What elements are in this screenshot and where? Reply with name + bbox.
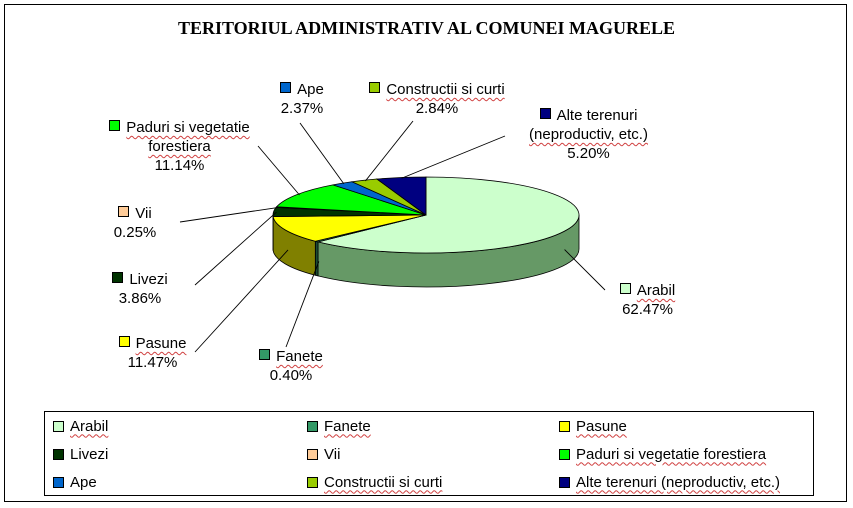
legend-swatch — [53, 448, 64, 460]
leader-line-6 — [299, 122, 345, 185]
legend-item-arabil: Arabil — [45, 412, 299, 440]
vii-swatch — [118, 206, 130, 217]
legend-item-paduri: Paduri si vegetatie forestiera — [551, 440, 813, 468]
label-vii-pct: 0.25% — [113, 224, 157, 241]
legend-label: Constructii si curti — [324, 473, 443, 491]
label-alte-name2: (neproductiv, etc.) — [529, 126, 648, 143]
label-ape-pct: 2.37% — [280, 100, 324, 117]
legend-item-vii: Vii — [299, 440, 551, 468]
pie-slice-2 — [272, 214, 427, 242]
legend-swatch — [559, 420, 570, 432]
label-fanete-pct: 0.40% — [269, 367, 313, 384]
label-alte-pct: 5.20% — [567, 145, 610, 162]
alte-swatch — [539, 108, 551, 119]
legend-label: Arabil — [70, 417, 109, 435]
label-constructii-pct: 2.84% — [415, 100, 459, 117]
label-constructii: Constructii si curti 2.84% — [352, 80, 522, 118]
legend-swatch — [53, 420, 64, 432]
legend-swatch — [559, 448, 570, 460]
leader-line-7 — [365, 120, 414, 182]
leader-line-5 — [257, 145, 300, 196]
legend-item-livezi: Livezi — [45, 440, 299, 468]
legend-label: Fanete — [324, 417, 371, 435]
pie-slice-8 — [375, 176, 427, 216]
legend-item-alte: Alte terenuri (neproductiv, etc.) — [551, 468, 813, 496]
leader-line-0 — [564, 249, 606, 291]
legend-label: Pasune — [576, 417, 627, 435]
chart-title: TERITORIUL ADMINISTRATIV AL COMUNEI MAGU… — [177, 18, 676, 38]
legend-swatch — [559, 476, 570, 488]
label-pasune-pct: 11.47% — [127, 354, 178, 371]
label-fanete: Fanete 0.40% — [246, 347, 336, 385]
label-paduri-pct: 11.14% — [154, 157, 205, 174]
legend-label: Ape — [70, 473, 97, 491]
legend-label: Alte terenuri (neproductiv, etc.) — [576, 473, 780, 491]
pie-slice-5 — [275, 184, 427, 216]
label-paduri-name1: Paduri si vegetatie — [126, 119, 250, 136]
label-vii: Vii 0.25% — [100, 204, 170, 242]
label-ape: Ape 2.37% — [262, 80, 342, 118]
label-arabil-pct: 62.47% — [622, 301, 673, 318]
leader-line-3 — [194, 211, 277, 286]
legend-item-pasune: Pasune — [551, 412, 813, 440]
label-constructii-name: Constructii si curti — [386, 81, 505, 98]
leader-line-4 — [179, 206, 280, 223]
label-fanete-name: Fanete — [276, 348, 323, 365]
legend-swatch — [53, 476, 64, 488]
label-paduri-name2: forestiera — [148, 138, 211, 155]
leader-line-1 — [285, 261, 320, 348]
label-livezi-name: Livezi — [129, 271, 168, 288]
label-arabil-name: Arabil — [636, 282, 676, 299]
legend-swatch — [307, 420, 318, 432]
livezi-swatch — [112, 272, 124, 283]
legend-label: Vii — [324, 445, 341, 463]
label-alte-name1: Alte terenuri — [556, 107, 638, 124]
pie-slice-0 — [317, 176, 580, 254]
label-livezi-pct: 3.86% — [118, 290, 162, 307]
fanete-swatch — [259, 349, 271, 360]
label-paduri: Paduri si vegetatie forestiera 11.14% — [92, 118, 267, 175]
legend-item-constructii: Constructii si curti — [299, 468, 551, 496]
label-alte: Alte terenuri (neproductiv, etc.) 5.20% — [506, 106, 671, 163]
legend-label: Paduri si vegetatie forestiera — [576, 445, 767, 463]
label-vii-name: Vii — [135, 205, 152, 222]
legend-label: Livezi — [70, 445, 109, 463]
label-livezi: Livezi 3.86% — [100, 270, 180, 308]
leader-line-8 — [401, 135, 506, 179]
legend-item-fanete: Fanete — [299, 412, 551, 440]
constructii-swatch — [369, 82, 381, 93]
chart-legend: Arabil Fanete Pasune Livezi Vii Paduri s… — [44, 411, 814, 496]
label-ape-name: Ape — [297, 81, 324, 98]
pasune-swatch — [118, 336, 130, 347]
ape-swatch — [280, 82, 292, 93]
paduri-swatch — [109, 120, 121, 131]
label-pasune-name: Pasune — [135, 335, 187, 352]
label-pasune: Pasune 11.47% — [105, 334, 200, 372]
legend-item-ape: Ape — [45, 468, 299, 496]
legend-swatch — [307, 476, 318, 488]
label-arabil: Arabil 62.47% — [600, 281, 695, 319]
legend-swatch — [307, 448, 318, 460]
arabil-swatch — [619, 283, 631, 294]
leader-line-2 — [194, 249, 289, 353]
